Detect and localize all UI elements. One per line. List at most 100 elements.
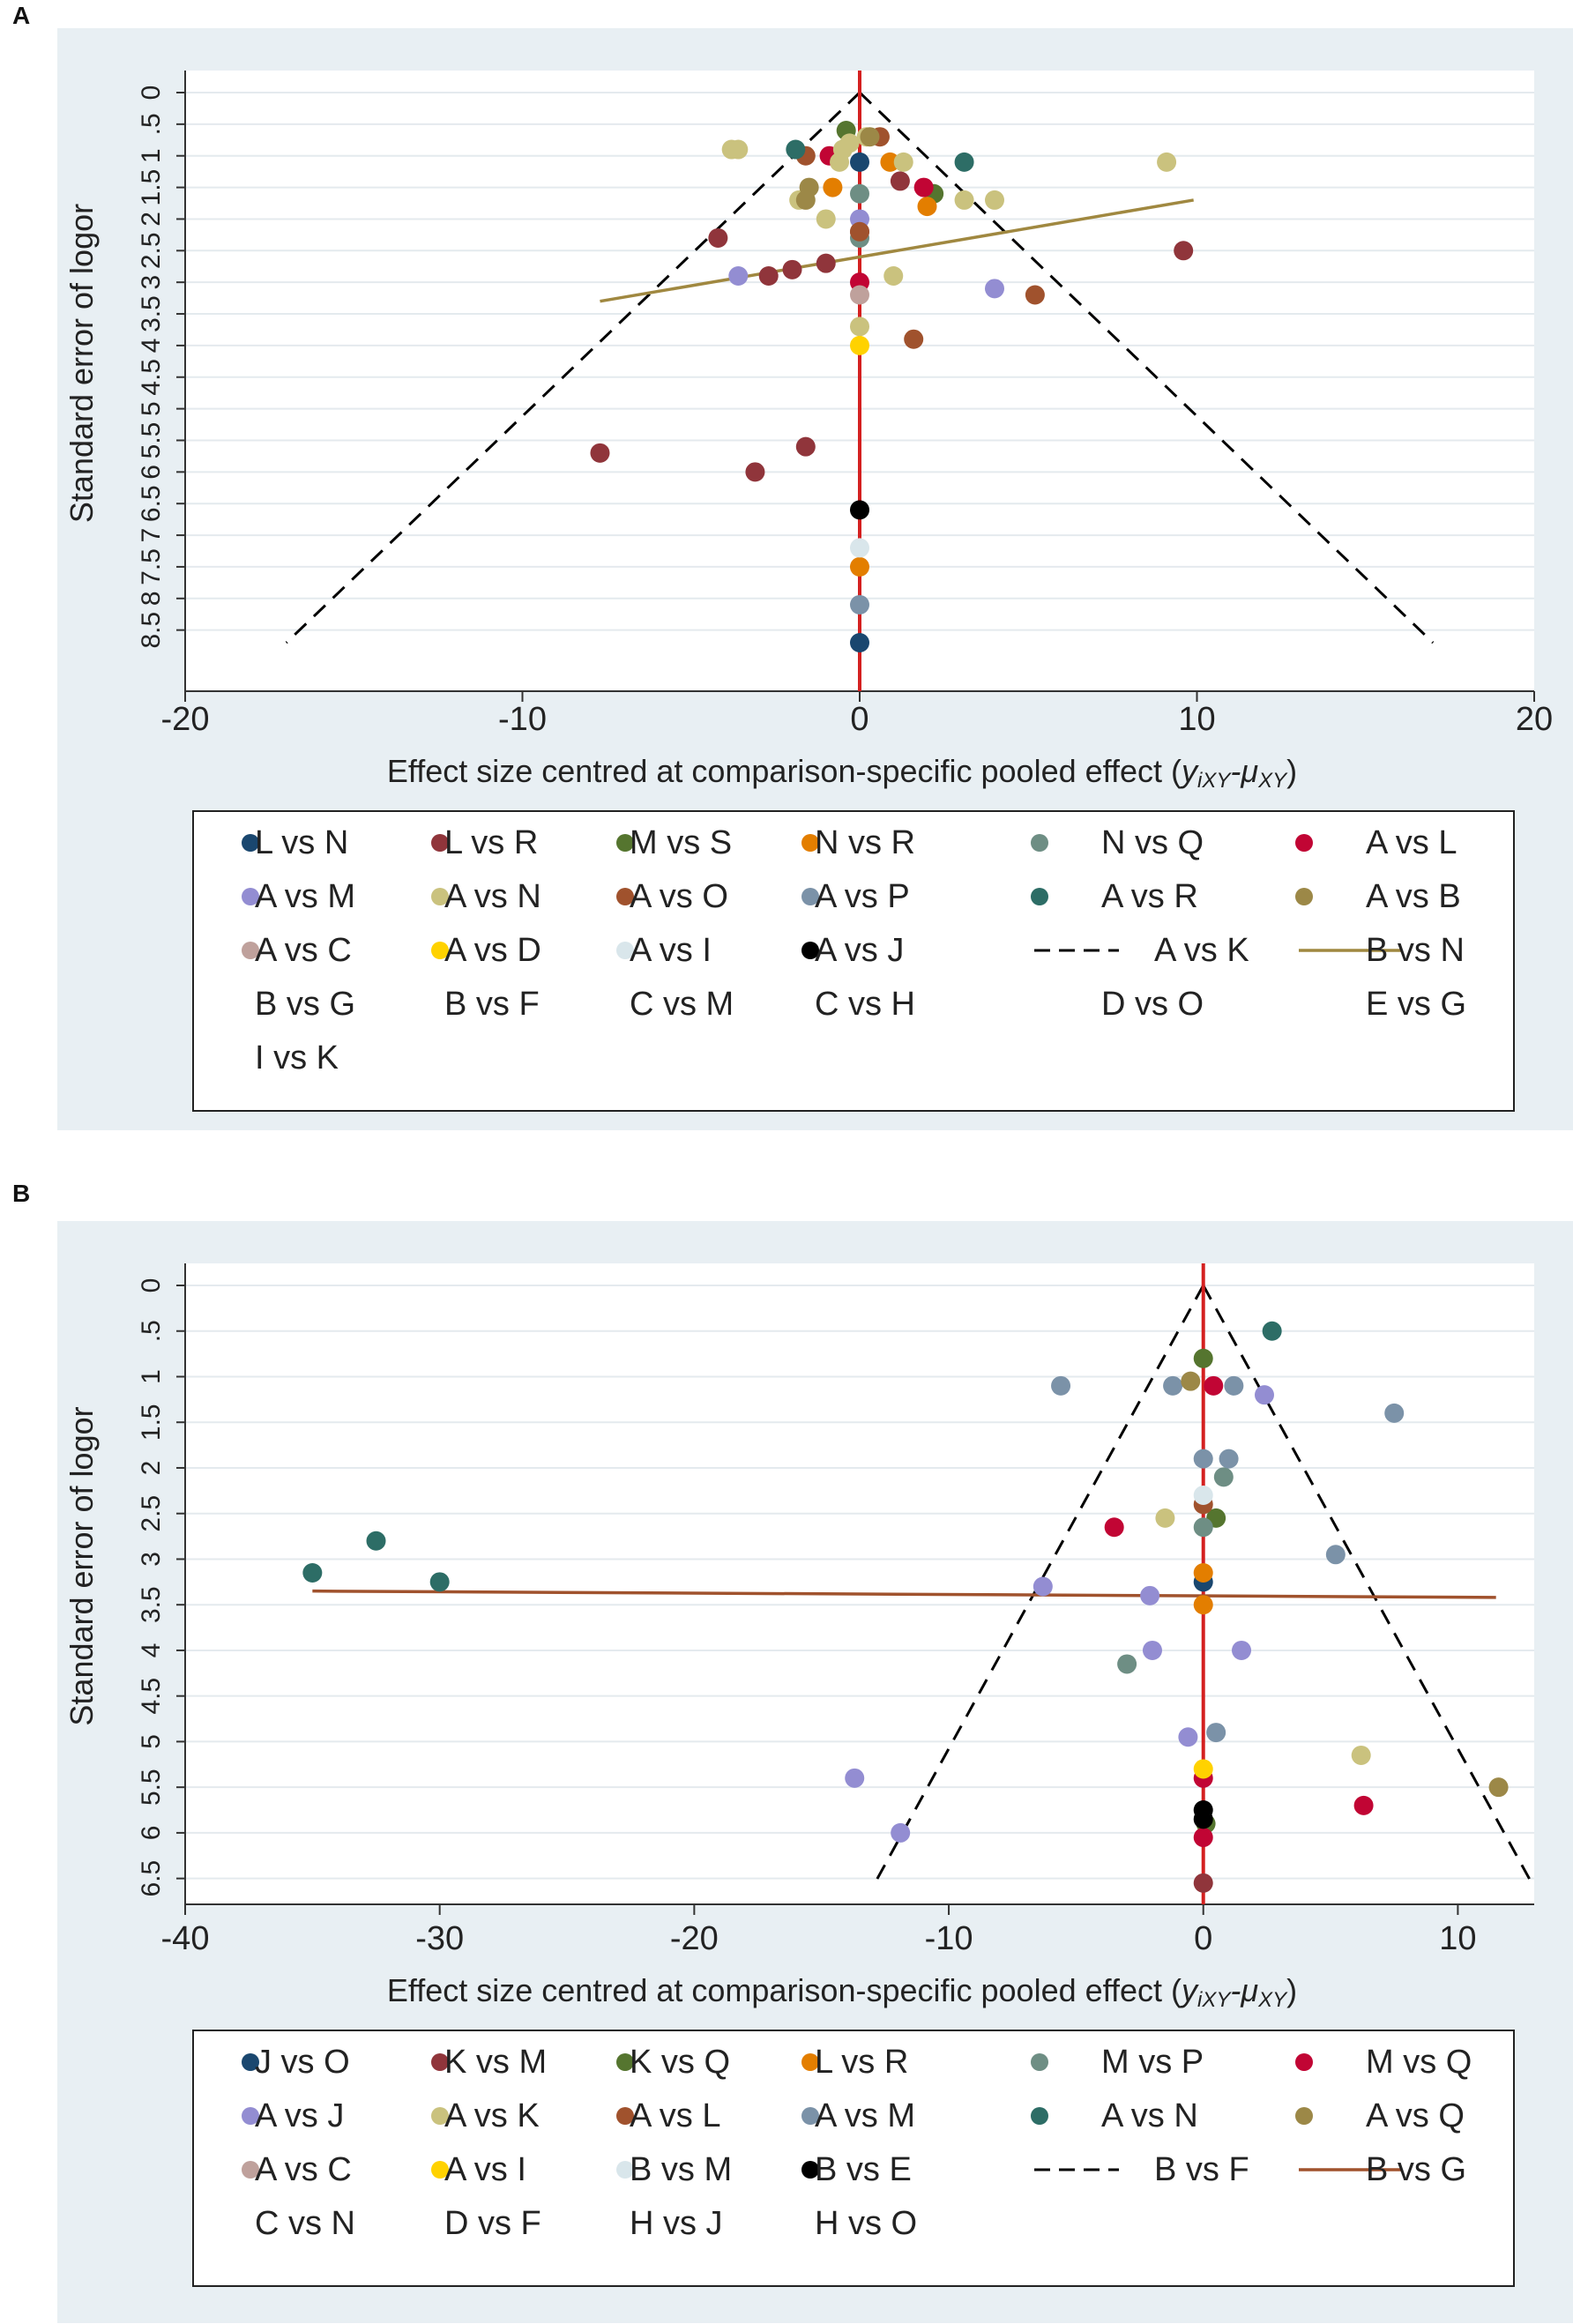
legend-label-a-vs-k: A vs K — [444, 2097, 540, 2134]
x-tick-label: -10 — [925, 1920, 973, 1957]
legend-key-a-vs-c — [242, 2161, 259, 2179]
y-tick-label: 6.5 — [137, 485, 166, 522]
point-a-vs-j — [891, 1822, 911, 1843]
legend-label-a-vs-o: A vs O — [630, 878, 728, 915]
legend-label-b-vs-m: B vs M — [630, 2151, 732, 2188]
legend-label-d-vs-o: D vs O — [1101, 986, 1204, 1023]
legend-label-a-vs-m: A vs M — [255, 878, 355, 915]
point-a-vs-o — [1025, 285, 1045, 305]
point-l-vs-r — [1193, 1595, 1213, 1615]
legend-label-a-vs-r: A vs R — [1101, 878, 1198, 915]
point-l-vs-r — [890, 171, 910, 191]
point-a-vs-m — [1325, 1545, 1346, 1565]
point-a-vs-q — [1181, 1371, 1201, 1391]
legend-label-a-vs-i: A vs I — [444, 2151, 526, 2188]
chart-a: 0 .5 1 1.5 2 2.5 3 3.5 4 4.5 5 5.5 6 6.5 7 7.5 8 8.5 -20 -1… — [57, 28, 1573, 1130]
legend-key-l-vs-n — [242, 834, 259, 852]
x-axis-label-xlabel-math-sub1: iXY — [1197, 769, 1232, 793]
point-l-vs-r — [816, 253, 836, 273]
y-tick-label: 6.5 — [137, 1860, 166, 1897]
point-b-vs-m — [1193, 1486, 1213, 1506]
legend-key-a-vs-o — [616, 888, 634, 905]
legend-label-a-vs-n: A vs N — [1101, 2097, 1198, 2134]
x-axis-label-xlabel: Effect size centred at comparison-specif… — [387, 753, 1162, 789]
legend-label-b-vs-n: B vs N — [1366, 932, 1465, 969]
legend-key-a-vs-p — [801, 888, 819, 905]
y-tick-label: 6 — [137, 465, 166, 480]
point-a-vs-i — [850, 538, 869, 558]
point-m-vs-q — [1104, 1517, 1124, 1538]
fit-line — [600, 198, 1194, 303]
point-a-vs-j — [1178, 1727, 1198, 1747]
x-tick-label: 10 — [1178, 701, 1215, 738]
legend-label-a-vs-k: A vs K — [1154, 932, 1249, 969]
legend-label-b-vs-f: B vs F — [444, 986, 540, 1023]
legend-label-a-vs-d: A vs D — [444, 932, 541, 969]
legend-key-k-vs-m — [431, 2053, 449, 2071]
y-tick-label: 0 — [137, 86, 166, 101]
point-a-vs-k — [1351, 1745, 1371, 1765]
legend-label-i-vs-k: I vs K — [255, 1039, 339, 1076]
legend-label-a-vs-b: A vs B — [1366, 878, 1461, 915]
y-tick-label: 1 — [137, 148, 166, 163]
y-tick-label: 6 — [137, 1826, 166, 1841]
legend-box — [192, 810, 1515, 1112]
point-m-vs-p — [1213, 1467, 1234, 1487]
legend-label-h-vs-j: H vs J — [630, 2205, 723, 2242]
legend-key-m-vs-s — [616, 834, 634, 852]
legend-label-l-vs-r: L vs R — [444, 824, 538, 861]
point-l-vs-r — [1174, 241, 1194, 261]
x-axis-label-xlabel-math-main: y — [1179, 753, 1199, 789]
y-tick-label: 3 — [137, 275, 166, 290]
legend-key-a-vs-n — [1031, 2107, 1048, 2125]
legend-label-m-vs-p: M vs P — [1101, 2044, 1204, 2081]
point-a-vs-j — [1142, 1640, 1162, 1660]
legend-label-b-vs-f: B vs F — [1154, 2151, 1249, 2188]
legend-label-c-vs-n: C vs N — [255, 2205, 355, 2242]
legend-label-a-vs-p: A vs P — [815, 878, 910, 915]
legend-key-a-vs-d — [431, 942, 449, 959]
y-tick-label: 4.5 — [137, 359, 166, 396]
point-m-vs-p — [1193, 1517, 1213, 1538]
point-a-vs-n — [985, 190, 1004, 210]
point-a-vs-n — [429, 1572, 450, 1592]
point-a-vs-j — [1033, 1576, 1053, 1597]
point-a-vs-n — [302, 1562, 323, 1583]
point-l-vs-r — [758, 266, 779, 286]
point-a-vs-n — [839, 133, 860, 153]
y-tick-label: 2 — [137, 1461, 166, 1476]
x-axis-label-xlabel-math-main: y — [1179, 1972, 1199, 2008]
legend-key-a-vs-i — [616, 942, 634, 959]
x-axis-label-xlabel-open: ( — [1171, 753, 1182, 789]
legend-label-b-vs-g: B vs G — [1366, 2151, 1466, 2188]
point-a-vs-n — [883, 266, 904, 286]
x-axis-label-xlabel-math-sub2: XY — [1257, 769, 1288, 793]
point-a-vs-j — [850, 500, 869, 520]
y-tick-label: 3.5 — [137, 1586, 166, 1623]
point-a-vs-k — [1155, 1508, 1175, 1528]
legend-key-a-vs-l — [1295, 834, 1313, 852]
y-tick-label: 3 — [137, 1552, 166, 1567]
point-k-vs-q — [1193, 1348, 1213, 1368]
legend-label-a-vs-n: A vs N — [444, 878, 541, 915]
legend-key-a-vs-q — [1295, 2107, 1313, 2125]
x-axis-label-xlabel-math-sub2: XY — [1257, 1988, 1288, 2012]
legend-key-a-vs-n — [431, 888, 449, 905]
legend-key-a-vs-b — [1295, 888, 1313, 905]
x-axis-label-xlabel-math-close: ) — [1286, 1972, 1297, 2008]
y-axis-label: Standard error of logor — [63, 204, 100, 523]
legend-label-a-vs-c: A vs C — [255, 932, 352, 969]
panel-label-b: B — [12, 1180, 31, 1207]
point-a-vs-n — [816, 209, 836, 229]
x-tick-label: 10 — [1439, 1920, 1476, 1957]
point-a-vs-m — [1051, 1375, 1071, 1396]
point-n-vs-r — [823, 177, 843, 197]
point-m-vs-q — [1204, 1375, 1224, 1396]
point-a-vs-m — [985, 279, 1004, 299]
legend-label-a-vs-q: A vs Q — [1366, 2097, 1465, 2134]
point-a-vs-n — [1157, 152, 1177, 172]
legend-label-n-vs-q: N vs Q — [1101, 824, 1204, 861]
point-a-vs-m — [1219, 1449, 1239, 1469]
x-tick-label: 0 — [1194, 1920, 1212, 1957]
plot-area — [185, 1263, 1534, 1904]
